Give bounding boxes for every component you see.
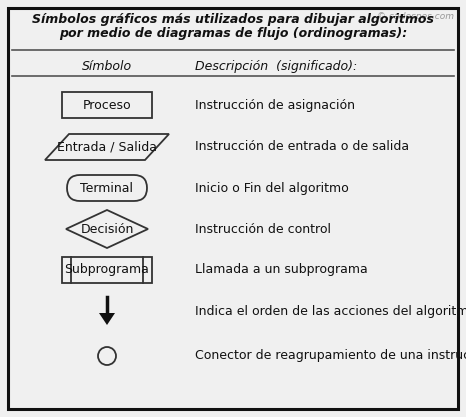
Text: Llamada a un subprograma: Llamada a un subprograma: [195, 264, 368, 276]
Text: Instrucción de asignación: Instrucción de asignación: [195, 98, 355, 111]
Polygon shape: [66, 210, 148, 248]
Bar: [62, 257, 152, 283]
Text: © carlospes.com: © carlospes.com: [377, 12, 454, 21]
Text: Descripción  (significado):: Descripción (significado):: [195, 60, 357, 73]
Text: por medio de diagramas de flujo (ordinogramas):: por medio de diagramas de flujo (ordinog…: [59, 27, 407, 40]
Polygon shape: [45, 134, 169, 160]
Text: Proceso: Proceso: [82, 98, 131, 111]
Text: Conector de reagrupamiento de una instrucción de control: Conector de reagrupamiento de una instru…: [195, 349, 466, 362]
Text: Inicio o Fin del algoritmo: Inicio o Fin del algoritmo: [195, 181, 349, 194]
Text: Indica el orden de las acciones del algoritmo: Indica el orden de las acciones del algo…: [195, 304, 466, 317]
Text: Subprograma: Subprograma: [65, 264, 150, 276]
Text: Instrucción de control: Instrucción de control: [195, 223, 331, 236]
FancyBboxPatch shape: [67, 175, 147, 201]
Text: Símbolo: Símbolo: [82, 60, 132, 73]
Text: Decisión: Decisión: [80, 223, 134, 236]
Text: Instrucción de entrada o de salida: Instrucción de entrada o de salida: [195, 141, 409, 153]
Text: Entrada / Salida: Entrada / Salida: [57, 141, 157, 153]
Text: Terminal: Terminal: [81, 181, 133, 194]
Text: Símbolos gráficos más utilizados para dibujar algoritmos: Símbolos gráficos más utilizados para di…: [32, 13, 434, 26]
Polygon shape: [99, 313, 115, 325]
Bar: [62, 92, 152, 118]
Circle shape: [98, 347, 116, 365]
